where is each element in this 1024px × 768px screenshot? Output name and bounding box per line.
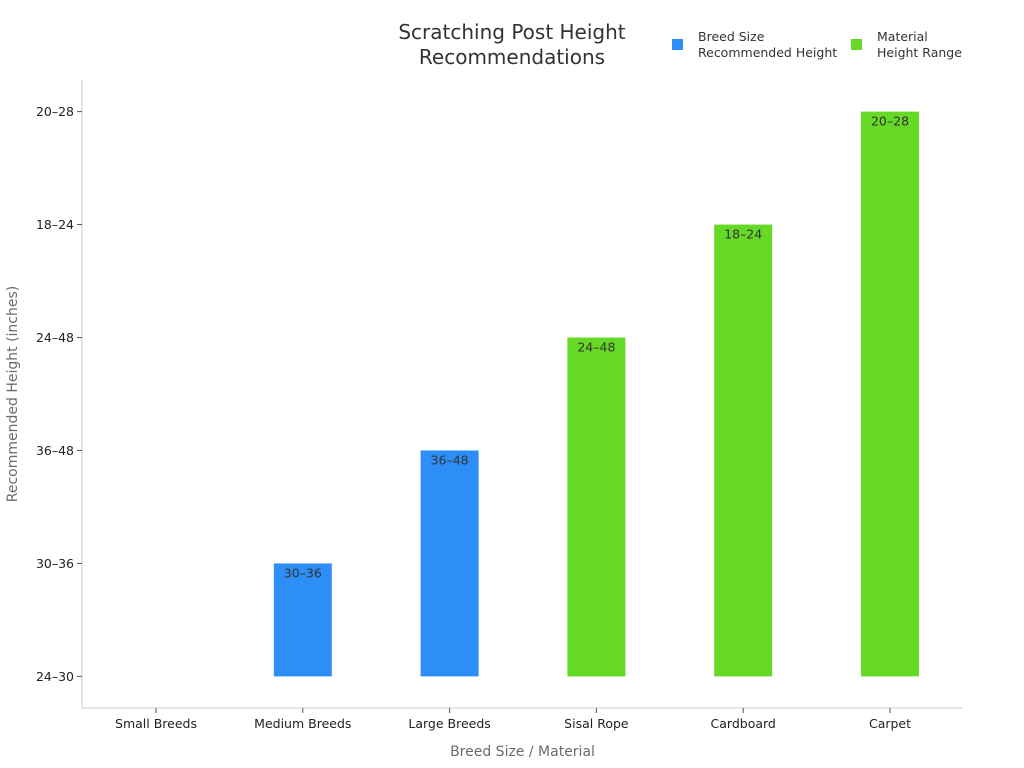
bar-data-label: 20–28 <box>871 114 909 129</box>
chart-bar-labels: 30–36 36–48 24–48 18–24 20–28 <box>284 114 909 581</box>
x-tick-label: Small Breeds <box>115 716 197 731</box>
x-axis-title: Breed Size / Material <box>450 744 595 760</box>
x-tick-label: Carpet <box>869 716 911 731</box>
x-tick-label: Sisal Rope <box>564 716 629 731</box>
y-tick-label: 18–24 <box>36 217 74 232</box>
bar-data-label: 30–36 <box>284 565 322 580</box>
chart-title: Scratching Post Height Recommendations <box>362 20 662 70</box>
y-tick-label: 36–48 <box>36 443 74 458</box>
y-axis-title: Recommended Height (inches) <box>5 286 21 502</box>
legend-label-breed-size-line-2: Recommended Height <box>698 45 838 60</box>
legend-swatch-breed-size <box>672 39 683 50</box>
bar-data-label: 24–48 <box>577 340 615 355</box>
chart-title-line-1: Scratching Post Height <box>398 20 626 44</box>
chart-bars <box>273 111 919 677</box>
bar[interactable] <box>714 224 773 677</box>
bar-data-label: 18–24 <box>724 227 762 242</box>
legend-label-breed-size-line-1: Breed Size <box>698 29 765 44</box>
legend: Breed Size Recommended Height Material H… <box>672 29 1012 69</box>
bar[interactable] <box>567 337 626 677</box>
legend-label-material-line-1: Material <box>877 29 928 44</box>
legend-label-material-line-2: Height Range <box>877 45 962 60</box>
x-tick-label: Cardboard <box>711 716 776 731</box>
x-tick-label: Large Breeds <box>408 716 490 731</box>
legend-label-breed-size: Breed Size Recommended Height <box>698 29 837 61</box>
bar[interactable] <box>420 450 479 677</box>
y-tick-label: 24–30 <box>36 669 74 684</box>
bar-data-label: 36–48 <box>431 452 469 467</box>
bar[interactable] <box>861 111 919 677</box>
y-tick-label: 20–28 <box>36 104 74 119</box>
y-axis-ticks: 24–30 30–36 36–48 24–48 18–24 20–28 <box>36 104 82 684</box>
legend-item-material[interactable]: Material Height Range <box>851 29 962 61</box>
legend-item-breed-size[interactable]: Breed Size Recommended Height <box>672 29 837 61</box>
y-tick-label: 24–48 <box>36 330 74 345</box>
chart-title-line-2: Recommendations <box>418 45 606 69</box>
bar[interactable] <box>273 563 332 677</box>
x-axis-ticks: Small Breeds Medium Breeds Large Breeds Sis… <box>115 708 911 731</box>
x-tick-label: Medium Breeds <box>254 716 351 731</box>
legend-swatch-material <box>851 39 862 50</box>
y-tick-label: 30–36 <box>36 556 74 571</box>
legend-label-material: Material Height Range <box>877 29 962 61</box>
chart-axes <box>81 80 963 709</box>
